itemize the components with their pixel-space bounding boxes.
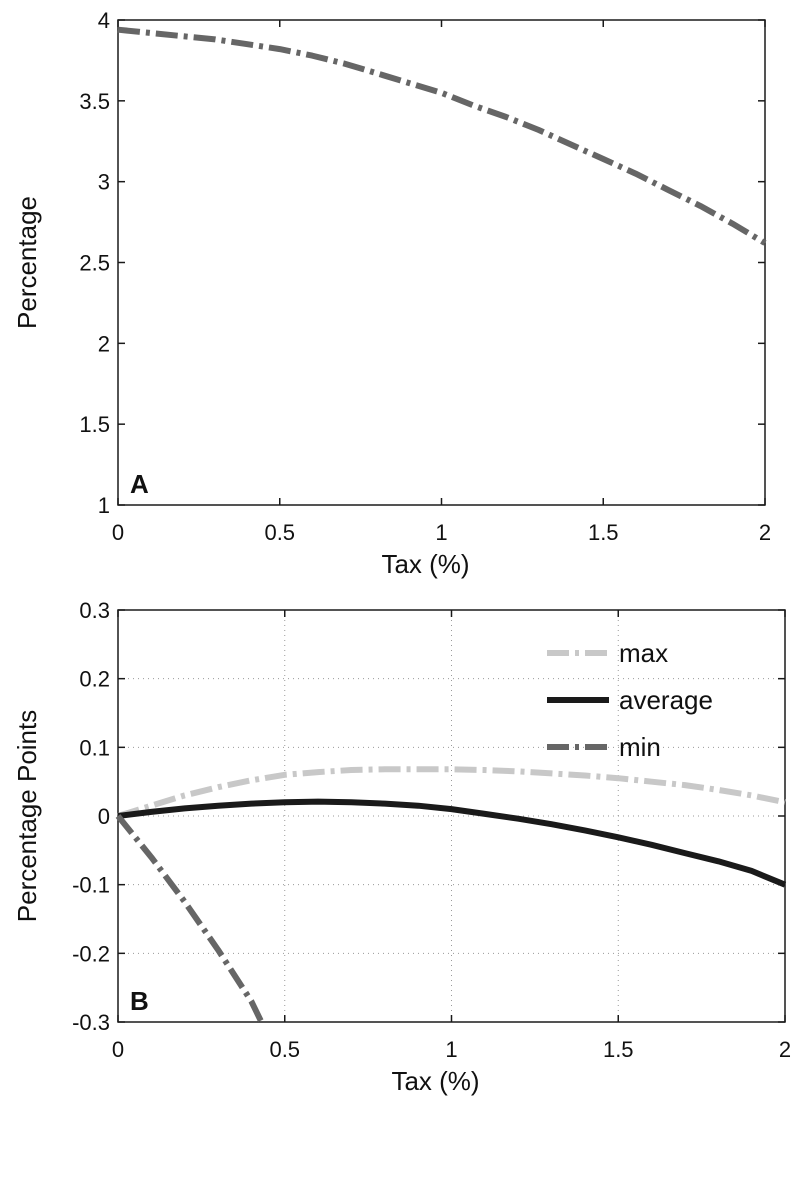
panel-a-xtick-label-1: 0.5 — [264, 520, 295, 545]
panel-b-series-min-line — [115, 814, 265, 1024]
panel-a-ytick-label-6: 4 — [98, 8, 110, 33]
panel-b: 0 0.5 1 1.5 2 -0.3 -0.2 -0.1 0 0.1 0.2 0.3 Tax (%) Pe… — [12, 598, 791, 1096]
panel-a-ytick-label-2: 2 — [98, 331, 110, 356]
panel-b-ytick-label-0: -0.3 — [72, 1010, 110, 1035]
panel-a-xtick-label-4: 2 — [759, 520, 771, 545]
panel-b-ytick-label-6: 0.3 — [79, 598, 110, 623]
panel-b-xlabel: Tax (%) — [391, 1066, 479, 1096]
panel-a-ytick-label-1: 1.5 — [79, 412, 110, 437]
panel-a-ytick-label-0: 1 — [98, 493, 110, 518]
panel-b-legend-label-min: min — [619, 732, 661, 762]
panel-b-ytick-label-1: -0.2 — [72, 941, 110, 966]
panel-a-ytick-label-4: 3 — [98, 170, 110, 195]
panel-a-xlabel: Tax (%) — [381, 549, 469, 579]
panel-b-xtick-label-0: 0 — [112, 1037, 124, 1062]
panel-a-axes-box — [117, 19, 766, 506]
panel-b-ylabel: Percentage Points — [12, 710, 42, 922]
panel-a: 0 0.5 1 1.5 2 1 1.5 2 2.5 3 3.5 4 Tax (%) Percentage A — [12, 8, 771, 579]
panel-a-ytick-label-3: 2.5 — [79, 251, 110, 276]
panel-b-ytick-label-3: 0 — [98, 804, 110, 829]
panel-b-xtick-label-1: 0.5 — [269, 1037, 300, 1062]
panel-b-xtick-label-3: 1.5 — [603, 1037, 634, 1062]
panel-b-ytick-label-2: -0.1 — [72, 873, 110, 898]
panel-b-series-average-line — [117, 798, 787, 888]
panel-b-panel-letter: B — [130, 986, 149, 1016]
panel-a-panel-letter: A — [130, 469, 149, 499]
panel-a-xtick-label-0: 0 — [112, 520, 124, 545]
panel-b-series-max-line — [117, 766, 786, 819]
panel-a-ylabel: Percentage — [12, 196, 42, 329]
panel-b-ytick-label-4: 0.1 — [79, 735, 110, 760]
panel-b-ytick-label-5: 0.2 — [79, 667, 110, 692]
panel-b-xtick-label-2: 1 — [445, 1037, 457, 1062]
panel-a-xtick-label-3: 1.5 — [588, 520, 619, 545]
panel-b-legend-label-average: average — [619, 685, 713, 715]
panel-b-xtick-label-4: 2 — [779, 1037, 791, 1062]
panel-b-legend-label-max: max — [619, 638, 668, 668]
panel-a-xtick-label-2: 1 — [435, 520, 447, 545]
panel-a-series-series-0-line — [117, 26, 767, 246]
panel-a-ytick-label-5: 3.5 — [79, 89, 110, 114]
